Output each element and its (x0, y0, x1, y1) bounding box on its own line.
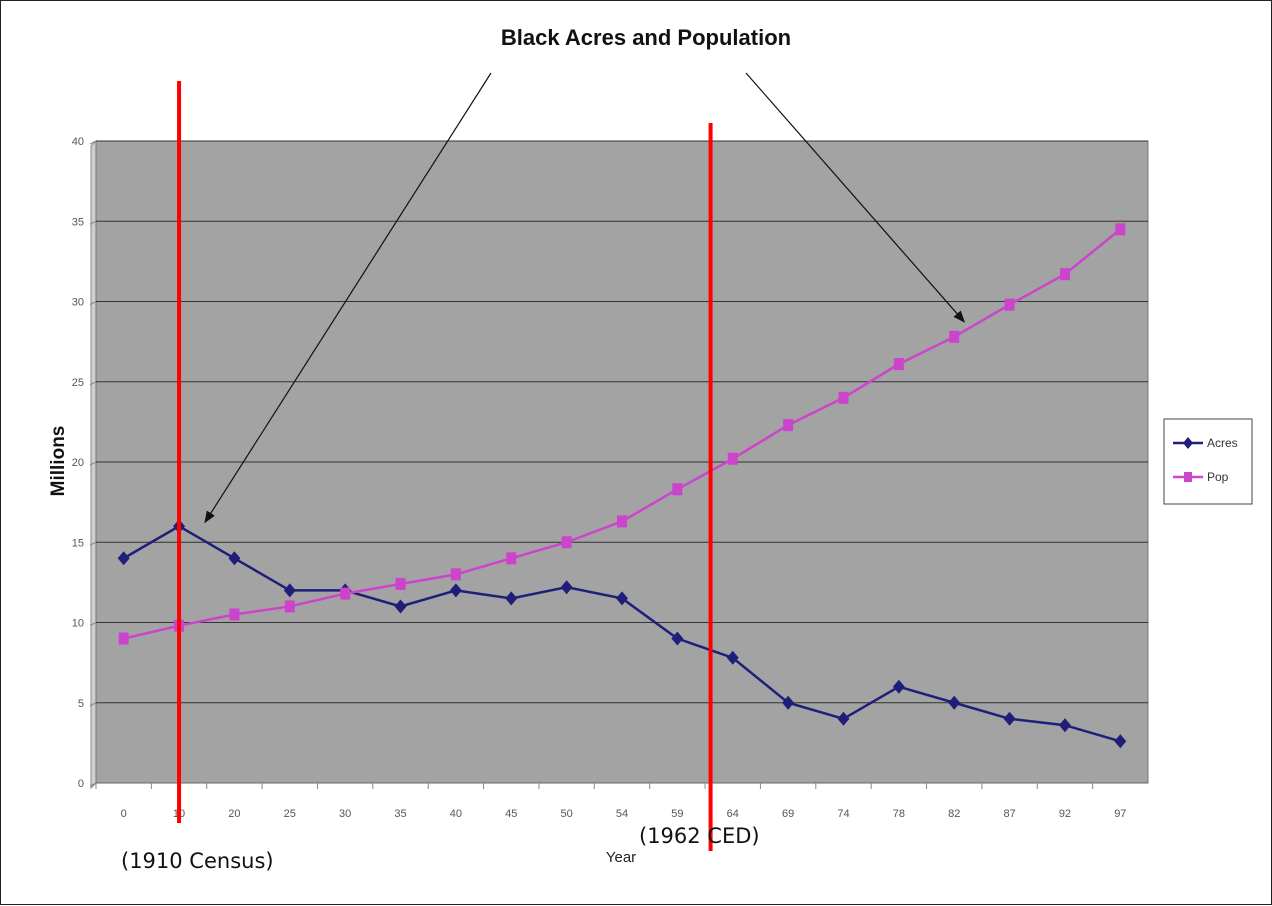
data-point-pop (395, 577, 406, 590)
x-tick-label: 97 (1114, 808, 1126, 820)
x-tick-label: 54 (616, 808, 628, 820)
data-point-pop (118, 632, 129, 645)
x-tick-label: 87 (1003, 808, 1015, 820)
data-point-pop (1115, 223, 1126, 236)
data-point-acres (948, 695, 961, 710)
data-point-pop (450, 568, 461, 581)
y-tick-label: 35 (72, 216, 84, 228)
data-point-pop (838, 391, 849, 404)
data-point-pop (783, 419, 794, 432)
data-point-pop (893, 358, 904, 371)
x-tick-label: 64 (727, 808, 739, 820)
y-tick-label: 10 (72, 618, 84, 630)
y-tick-label: 0 (78, 778, 84, 790)
annotation-1910-census: (1910 Census) (121, 849, 274, 873)
data-point-pop (672, 483, 683, 496)
y-tick-label: 15 (72, 537, 84, 549)
x-axis-label: Year (606, 849, 636, 866)
data-point-pop (561, 536, 572, 549)
chart-title: Black Acres and Population (501, 25, 791, 50)
data-point-acres (228, 551, 241, 566)
data-point-acres (560, 580, 573, 595)
data-point-pop (949, 330, 960, 343)
legend-marker-pop (1184, 472, 1192, 482)
x-tick-label: 92 (1059, 808, 1071, 820)
x-tick-label: 78 (893, 808, 905, 820)
y-tick-label: 30 (72, 297, 84, 309)
x-tick-label: 82 (948, 808, 960, 820)
x-tick-label: 0 (121, 808, 127, 820)
data-point-acres (671, 631, 684, 646)
data-point-acres (1114, 734, 1127, 749)
data-point-acres (782, 695, 795, 710)
data-point-acres (837, 711, 850, 726)
data-point-acres (505, 591, 518, 606)
y-tick-mark (89, 381, 97, 386)
y-tick-label: 25 (72, 377, 84, 389)
annotation-1962-ced: (1962 CED) (639, 824, 760, 848)
data-point-acres (117, 551, 130, 566)
data-point-acres (616, 591, 628, 606)
y-tick-label: 5 (78, 698, 84, 710)
y-tick-mark (89, 622, 97, 626)
y-tick-mark (89, 140, 97, 145)
x-tick-label: 45 (505, 808, 517, 820)
x-tick-label: 59 (671, 808, 683, 820)
y-axis-label: Millions (48, 426, 69, 497)
data-point-acres (726, 650, 739, 665)
x-tick-label: 40 (450, 808, 462, 820)
data-point-acres (892, 679, 905, 694)
data-point-pop (340, 587, 351, 600)
arrow-to-pop (745, 72, 966, 323)
data-point-acres (1003, 711, 1016, 726)
y-tick-mark (89, 702, 97, 707)
y-tick-mark (89, 220, 97, 225)
data-point-acres (1058, 718, 1071, 733)
data-point-pop (229, 608, 240, 621)
data-point-pop (727, 452, 738, 465)
x-tick-label: 50 (561, 808, 573, 820)
y-tick-label: 20 (72, 457, 84, 469)
legend-pop-label: Pop (1207, 470, 1229, 484)
legend-acres-label: Acres (1207, 436, 1238, 450)
y-tick-label: 40 (72, 136, 84, 148)
x-tick-label: 25 (284, 808, 296, 820)
y-tick-mark (89, 461, 97, 466)
data-point-acres (394, 599, 407, 614)
data-point-pop (284, 600, 295, 613)
y-tick-mark (89, 301, 97, 305)
x-tick-label: 74 (837, 808, 849, 820)
y-tick-mark (89, 541, 97, 546)
data-point-pop (1059, 268, 1070, 281)
legend: Acres Pop (1163, 418, 1253, 505)
legend-frame (1163, 418, 1253, 505)
arrow-to-acres (204, 72, 492, 524)
data-point-pop (617, 515, 627, 528)
legend-marker-acres (1183, 437, 1193, 449)
x-tick-label: 30 (339, 808, 351, 820)
x-tick-label: 69 (782, 808, 794, 820)
y-tick-mark (89, 782, 97, 787)
x-tick-label: 20 (228, 808, 240, 820)
data-point-acres (449, 583, 462, 598)
data-point-acres (283, 583, 296, 598)
x-tick-label: 35 (394, 808, 406, 820)
data-point-pop (506, 552, 517, 565)
data-point-pop (1004, 298, 1015, 311)
